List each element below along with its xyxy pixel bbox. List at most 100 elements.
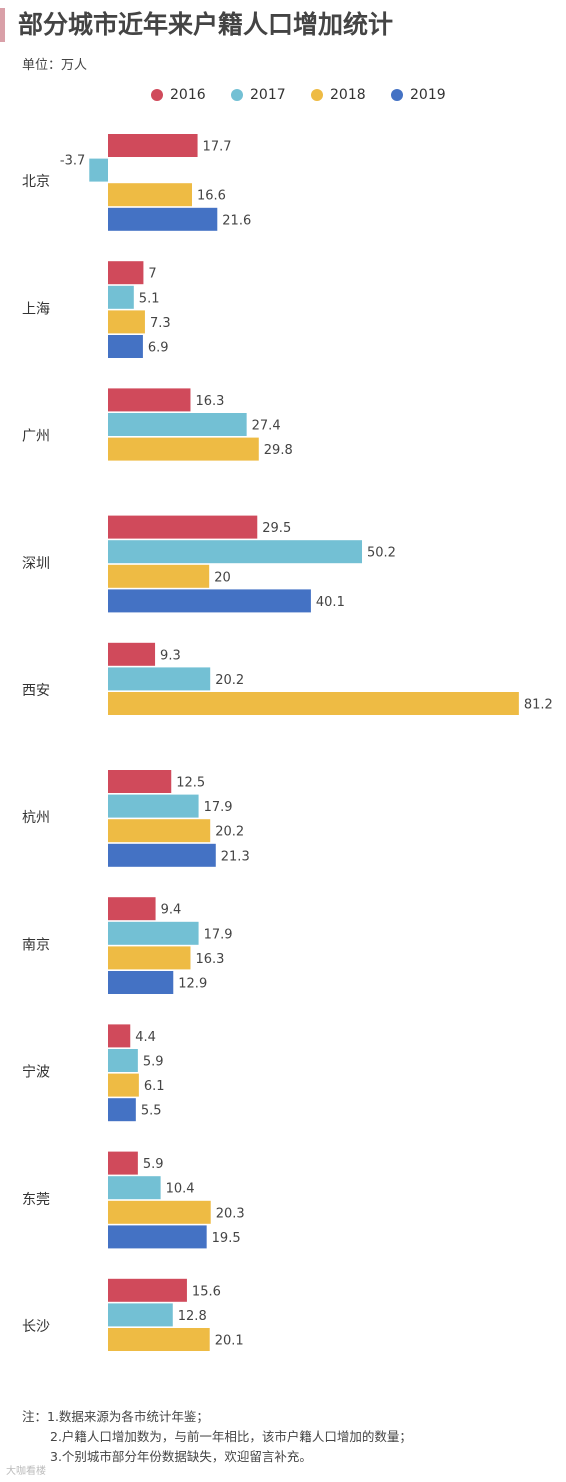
bar-chart: 北京 17.7 -3.7 16.6 21.6 上海 7 5.1 7.3 6.9 广州 16.3 27.4…: [22, 134, 553, 1351]
data-label-2016-6: 9.4: [161, 903, 182, 918]
bar-2017-5[interactable]: [108, 794, 199, 818]
data-label-2019-6: 12.9: [178, 977, 207, 992]
bar-2017-3[interactable]: [108, 540, 363, 564]
bar-2018-6[interactable]: [108, 946, 191, 970]
bar-2017-0[interactable]: [89, 158, 108, 182]
bar-2016-6[interactable]: [108, 897, 156, 921]
note-1: 注：1.数据来源为各市统计年鉴；: [22, 1409, 209, 1424]
bar-2018-5[interactable]: [108, 819, 211, 843]
data-label-2016-7: 4.4: [135, 1030, 156, 1045]
bar-2017-8[interactable]: [108, 1176, 161, 1200]
bar-2017-1[interactable]: [108, 285, 134, 309]
category-label-3: 深圳: [22, 556, 50, 572]
legend-label-2019: 2019: [410, 87, 446, 103]
data-label-2016-1: 7: [148, 267, 156, 282]
legend-item-2017[interactable]: 2017: [231, 84, 286, 106]
bar-2019-3[interactable]: [108, 589, 311, 613]
bar-2018-0[interactable]: [108, 183, 192, 207]
bar-2016-9[interactable]: [108, 1278, 187, 1302]
bar-2016-3[interactable]: [108, 515, 258, 539]
bar-2019-1[interactable]: [108, 335, 143, 358]
bar-2017-9[interactable]: [108, 1303, 173, 1327]
bar-2018-8[interactable]: [108, 1200, 211, 1224]
bar-2018-4[interactable]: [108, 692, 519, 715]
bar-2017-4[interactable]: [108, 667, 211, 691]
legend-dot-2018: [311, 89, 323, 101]
bar-2019-8[interactable]: [108, 1225, 207, 1249]
data-label-2018-4: 81.2: [524, 698, 553, 713]
bar-2018-9[interactable]: [108, 1328, 210, 1351]
legend-dot-2016: [151, 89, 163, 101]
data-label-2017-9: 12.8: [178, 1309, 207, 1324]
legend: 2016 2017 2018 2019: [0, 84, 566, 106]
legend-item-2016[interactable]: 2016: [151, 84, 206, 106]
bar-2018-7[interactable]: [108, 1073, 139, 1097]
data-label-2018-3: 20: [214, 570, 231, 585]
data-label-2016-5: 12.5: [176, 776, 205, 791]
data-label-2018-1: 7.3: [150, 316, 171, 331]
bar-2016-2[interactable]: [108, 388, 191, 412]
bar-2019-5[interactable]: [108, 843, 216, 867]
bar-2017-7[interactable]: [108, 1049, 138, 1072]
category-label-7: 宁波: [22, 1064, 50, 1081]
legend-dot-2017: [231, 89, 243, 101]
bar-2016-0[interactable]: [108, 134, 198, 157]
category-label-0: 北京: [22, 174, 50, 190]
legend-label-2018: 2018: [330, 87, 366, 103]
unit-label: 单位：万人: [22, 58, 88, 73]
bar-2019-6[interactable]: [108, 971, 174, 994]
bar-2017-2[interactable]: [108, 413, 247, 436]
bar-2019-7[interactable]: [108, 1098, 136, 1122]
chart-title: 部分城市近年来户籍人口增加统计: [18, 10, 394, 39]
data-label-2017-6: 17.9: [204, 927, 233, 942]
data-label-2017-1: 5.1: [139, 291, 160, 306]
notes: 注：1.数据来源为各市统计年鉴； 2.户籍人口增加数为，与前一年相比，该市户籍人…: [22, 1407, 412, 1467]
data-label-2019-7: 5.5: [141, 1104, 162, 1119]
legend-label-2016: 2016: [170, 87, 206, 103]
data-label-2018-2: 29.8: [264, 443, 293, 458]
bar-2018-1[interactable]: [108, 310, 145, 334]
data-label-2017-8: 10.4: [166, 1182, 195, 1197]
legend-label-2017: 2017: [250, 87, 286, 103]
bar-2018-2[interactable]: [108, 437, 259, 461]
data-label-2017-4: 20.2: [215, 673, 244, 688]
category-label-8: 东莞: [22, 1192, 50, 1208]
data-label-2019-5: 21.3: [221, 849, 250, 864]
legend-item-2019[interactable]: 2019: [391, 84, 446, 106]
category-label-2: 广州: [22, 429, 50, 445]
data-label-2019-8: 19.5: [212, 1231, 241, 1246]
data-label-2016-2: 16.3: [195, 394, 224, 409]
data-label-2017-2: 27.4: [252, 419, 281, 434]
note-3: 3.个别城市部分年份数据缺失，欢迎留言补充。: [50, 1449, 312, 1464]
bar-2016-4[interactable]: [108, 642, 156, 666]
data-label-2018-9: 20.1: [215, 1334, 244, 1349]
bar-2016-7[interactable]: [108, 1024, 131, 1048]
category-label-1: 上海: [22, 301, 50, 317]
data-label-2018-6: 16.3: [195, 952, 224, 967]
legend-item-2018[interactable]: 2018: [311, 84, 366, 106]
bar-2016-1[interactable]: [108, 261, 144, 285]
legend-dot-2019: [391, 89, 403, 101]
bar-2019-0[interactable]: [108, 207, 218, 231]
note-2: 2.户籍人口增加数为，与前一年相比，该市户籍人口增加的数量；: [50, 1429, 412, 1444]
bar-2017-6[interactable]: [108, 921, 199, 945]
category-label-4: 西安: [22, 683, 50, 699]
data-label-2016-9: 15.6: [192, 1284, 221, 1299]
data-label-2017-0: -3.7: [60, 154, 85, 169]
data-label-2019-3: 40.1: [316, 595, 345, 610]
bar-2016-5[interactable]: [108, 770, 172, 793]
data-label-2017-3: 50.2: [367, 546, 396, 561]
data-label-2016-0: 17.7: [203, 140, 232, 155]
category-label-5: 杭州: [22, 810, 50, 826]
data-label-2018-8: 20.3: [216, 1206, 245, 1221]
data-label-2016-4: 9.3: [160, 648, 181, 663]
data-label-2016-8: 5.9: [143, 1157, 164, 1172]
watermark: 大咖看楼: [6, 1466, 46, 1477]
category-label-6: 南京: [22, 937, 50, 953]
bar-2016-8[interactable]: [108, 1151, 138, 1175]
title-accent-bar: [0, 8, 5, 42]
data-label-2018-7: 6.1: [144, 1079, 165, 1094]
bar-2018-3[interactable]: [108, 564, 210, 588]
data-label-2019-1: 6.9: [148, 341, 169, 356]
data-label-2016-3: 29.5: [262, 521, 291, 536]
